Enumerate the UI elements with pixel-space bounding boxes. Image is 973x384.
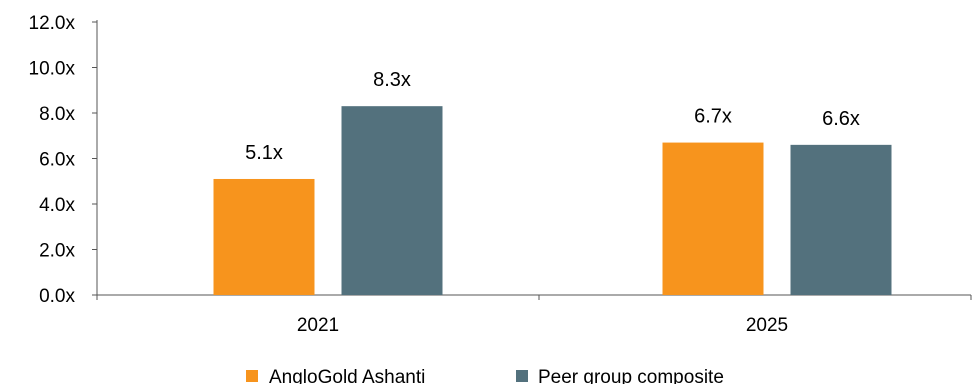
data-labels: 5.1x 6.7x 8.3x 6.6x: [245, 69, 860, 164]
y-tick-label: 2.0x: [39, 241, 75, 262]
data-label: 8.3x: [373, 69, 411, 91]
legend-label: Peer group composite: [538, 367, 724, 384]
data-label: 6.7x: [694, 106, 732, 128]
data-label: 5.1x: [245, 142, 283, 164]
legend-swatch: [246, 370, 258, 382]
y-tick-label: 0.0x: [39, 286, 75, 307]
x-tick-label: 2021: [297, 315, 339, 336]
bar-anglogold-ashanti-2021: [213, 178, 315, 295]
legend: AngloGold Ashanti Peer group composite: [246, 367, 724, 384]
legend-label: AngloGold Ashanti: [269, 367, 425, 384]
x-axis: 2021 2025: [96, 294, 972, 336]
bars: [213, 106, 892, 295]
bar-anglogold-ashanti-2025: [662, 142, 764, 295]
y-tick-label: 6.0x: [39, 150, 75, 171]
y-tick-label: 4.0x: [39, 195, 75, 216]
y-tick-label: 8.0x: [39, 104, 75, 125]
y-axis: 0.0x 2.0x 4.0x 6.0x 8.0x 10.0x 12.0x: [29, 13, 98, 307]
data-label: 6.6x: [822, 108, 860, 130]
x-tick-label: 2025: [746, 315, 788, 336]
legend-swatch: [516, 370, 528, 382]
bar-peer-group-composite-2025: [790, 144, 892, 295]
y-tick-label: 12.0x: [29, 13, 76, 34]
y-tick-label: 10.0x: [29, 59, 76, 80]
bar-peer-group-composite-2021: [341, 106, 443, 295]
